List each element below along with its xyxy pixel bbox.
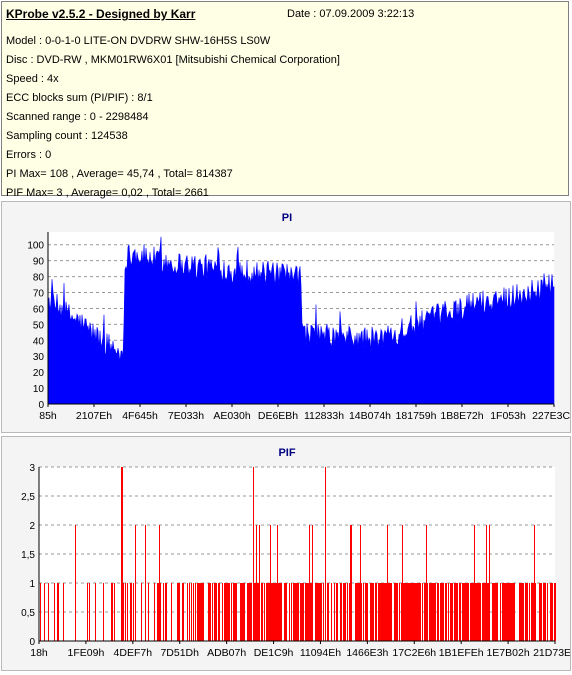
pif-chart-title: PIF bbox=[278, 447, 295, 459]
pi-x-tick-label: 14B074h bbox=[349, 410, 391, 422]
pi-y-tick-label: 90 bbox=[33, 257, 45, 268]
pif-x-tick-label: 1B1EFEh bbox=[439, 647, 484, 659]
pif-y-tick-label: 0,5 bbox=[21, 608, 35, 619]
pi-chart: PI 0 10 20 30 40 50 60 70 80 90 100 85h 2107Eh 4F645… bbox=[27, 212, 572, 422]
pif-y-tick-label: 2,5 bbox=[21, 492, 35, 503]
pif-x-tick-label: 7D51Dh bbox=[160, 647, 199, 659]
pif-y-tick-label: 0 bbox=[29, 637, 35, 648]
info-pi-stats: PI Max= 108 , Average= 45,74 , Total= 81… bbox=[6, 168, 233, 180]
pi-x-tick-label: 181759h bbox=[396, 410, 437, 422]
pif-y-tick-label: 2 bbox=[29, 521, 35, 532]
pif-chart-panel: PIF 0 0,5 1 1,5 2 2,5 3 18h 1FE09h 4DEF7h 7D51Dh A… bbox=[1, 436, 572, 671]
pi-y-tick-label: 100 bbox=[27, 241, 44, 252]
pif-x-tick-label: 11094Eh bbox=[300, 647, 341, 659]
pi-x-tick-label: AE030h bbox=[213, 410, 251, 422]
pi-y-tick-label: 70 bbox=[33, 289, 45, 300]
pif-x-tick-label: 4DEF7h bbox=[114, 647, 153, 659]
pi-x-tick-label: 1B8E72h bbox=[440, 410, 483, 422]
pi-y-tick-label: 20 bbox=[33, 368, 45, 379]
info-disc: Disc : DVD-RW , MKM01RW6X01 [Mitsubishi … bbox=[6, 54, 340, 66]
info-model: Model : 0-0-1-0 LITE-ON DVDRW SHW-16H5S … bbox=[6, 35, 271, 47]
pif-y-tick-label: 3 bbox=[29, 463, 35, 474]
pi-x-tick-label: 7E033h bbox=[168, 410, 204, 422]
info-ecc: ECC blocks sum (PI/PIF) : 8/1 bbox=[6, 92, 153, 104]
pif-x-tick-label: 1466E3h bbox=[346, 647, 388, 659]
info-range: Scanned range : 0 - 2298484 bbox=[6, 111, 149, 123]
info-panel: KProbe v2.5.2 - Designed by Karr Date : … bbox=[1, 1, 569, 199]
pif-y-tick-label: 1 bbox=[29, 579, 35, 590]
pif-x-tick-label: 1E7B02h bbox=[486, 647, 529, 659]
pi-y-tick-label: 0 bbox=[38, 400, 44, 411]
pi-chart-title: PI bbox=[282, 212, 292, 224]
pi-y-tick-label: 40 bbox=[33, 336, 45, 347]
pif-x-tick-label: ADB07h bbox=[207, 647, 246, 659]
pif-chart: PIF 0 0,5 1 1,5 2 2,5 3 18h 1FE09h 4DEF7h 7D51Dh A… bbox=[21, 447, 572, 659]
info-speed: Speed : 4x bbox=[6, 73, 59, 85]
pi-y-tick-label: 30 bbox=[33, 352, 45, 363]
scan-date: Date : 07.09.2009 3:22:13 bbox=[287, 8, 415, 20]
pi-x-tick-label: 2107Eh bbox=[76, 410, 112, 422]
pi-chart-panel: PI 0 10 20 30 40 50 60 70 80 90 100 85h 2107Eh 4F645… bbox=[1, 201, 572, 433]
pi-y-tick-label: 10 bbox=[33, 384, 45, 395]
pif-y-tick-label: 1,5 bbox=[21, 550, 35, 561]
pi-x-tick-label: 4F645h bbox=[122, 410, 158, 422]
pi-x-tick-label: 227E3Ch bbox=[532, 410, 570, 422]
pif-x-tick-label: 17C2E6h bbox=[392, 647, 436, 659]
pif-x-tick-label: DE1C9h bbox=[254, 647, 294, 659]
pi-y-tick-label: 50 bbox=[33, 320, 45, 331]
pi-x-tick-label: 1F053h bbox=[490, 410, 526, 422]
pif-x-tick-label: 21D73Eh bbox=[533, 647, 570, 659]
pif-x-tick-label: 18h bbox=[30, 647, 48, 659]
info-pif-stats: PIF Max= 3 , Average= 0,02 , Total= 2661 bbox=[6, 187, 209, 199]
pi-series-area bbox=[47, 236, 555, 405]
pi-x-tick-label: 85h bbox=[39, 410, 57, 422]
pi-y-tick-label: 60 bbox=[33, 304, 45, 315]
pif-x-tick-label: 1FE09h bbox=[68, 647, 105, 659]
pi-x-tick-label: DE6EBh bbox=[258, 410, 298, 422]
pi-x-tick-label: 112833h bbox=[304, 410, 344, 422]
app-title: KProbe v2.5.2 - Designed by Karr bbox=[6, 7, 196, 21]
info-errors: Errors : 0 bbox=[6, 149, 52, 161]
pi-y-tick-label: 80 bbox=[33, 273, 45, 284]
info-sampling: Sampling count : 124538 bbox=[6, 130, 128, 142]
